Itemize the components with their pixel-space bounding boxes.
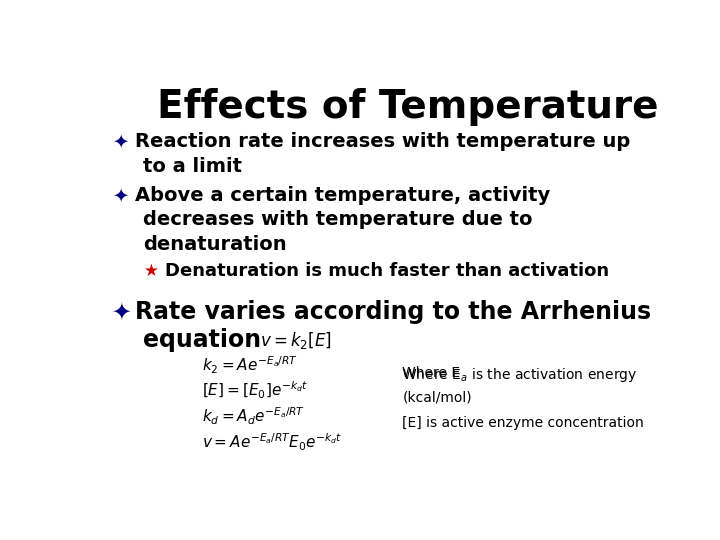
Text: $v = k_2[E]$: $v = k_2[E]$ <box>260 330 332 351</box>
Text: $k_d = A_d e^{-E_a/RT}$: $k_d = A_d e^{-E_a/RT}$ <box>202 406 305 427</box>
Text: ★: ★ <box>144 261 159 280</box>
Text: $[E]=[E_0]e^{-k_d t}$: $[E]=[E_0]e^{-k_d t}$ <box>202 380 307 401</box>
Text: Denaturation is much faster than activation: Denaturation is much faster than activat… <box>166 261 609 280</box>
Text: Reaction rate increases with temperature up: Reaction rate increases with temperature… <box>135 132 630 151</box>
Text: to a limit: to a limit <box>143 157 242 176</box>
Text: ✦: ✦ <box>111 300 130 324</box>
Text: equation: equation <box>143 328 261 353</box>
Text: $k_2 = Ae^{-E_a/RT}$: $k_2 = Ae^{-E_a/RT}$ <box>202 354 297 376</box>
Text: Where E: Where E <box>402 366 461 380</box>
Text: Above a certain temperature, activity: Above a certain temperature, activity <box>135 186 550 205</box>
Text: denaturation: denaturation <box>143 234 287 253</box>
Text: Rate varies according to the Arrhenius: Rate varies according to the Arrhenius <box>135 300 651 324</box>
Text: Effects of Temperature: Effects of Temperature <box>157 87 659 126</box>
Text: ✦: ✦ <box>112 132 129 151</box>
Text: decreases with temperature due to: decreases with temperature due to <box>143 211 533 229</box>
Text: [E] is active enzyme concentration: [E] is active enzyme concentration <box>402 416 644 430</box>
Text: Where E$_a$ is the activation energy
(kcal/mol): Where E$_a$ is the activation energy (kc… <box>402 366 638 405</box>
Text: ✦: ✦ <box>112 186 129 205</box>
Text: $v = Ae^{-E_a/RT}E_0 e^{-k_d t}$: $v = Ae^{-E_a/RT}E_0 e^{-k_d t}$ <box>202 431 342 453</box>
